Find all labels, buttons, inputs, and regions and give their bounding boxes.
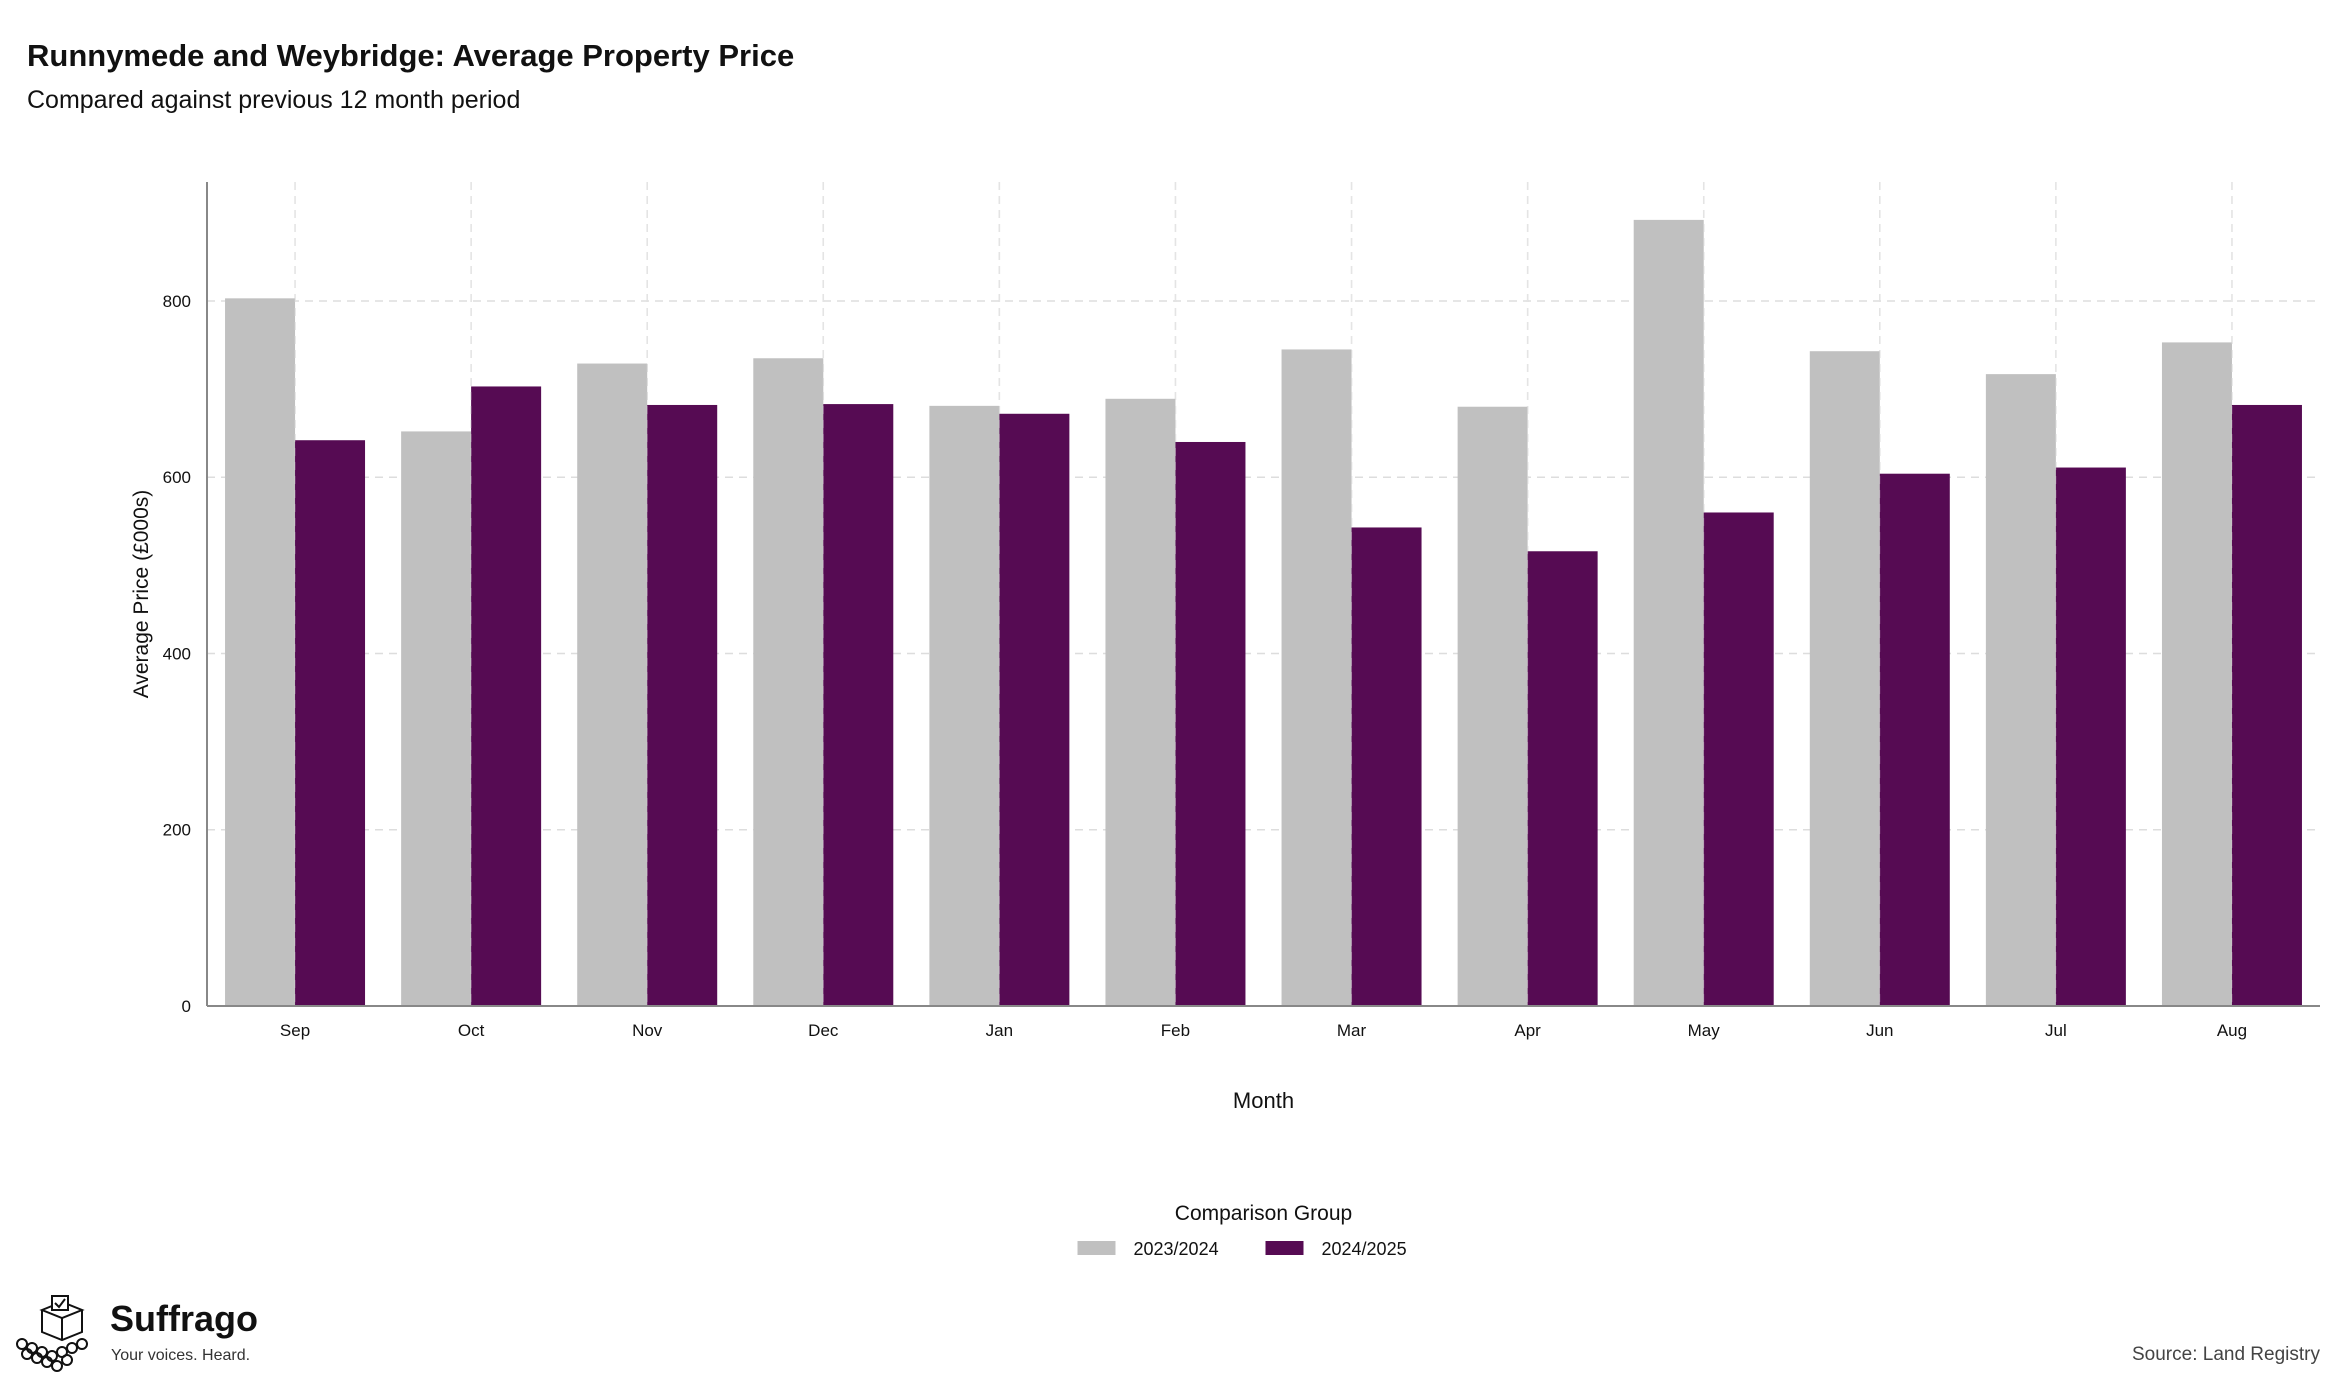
bar-2024-2025-nov — [647, 404, 718, 1006]
bar-2024-2025-jul — [2055, 467, 2126, 1006]
x-tick-label: Apr — [1514, 1021, 1541, 1040]
source-note: Source: Land Registry — [2132, 1344, 2320, 1365]
bar-2024-2025-dec — [823, 404, 894, 1006]
bar-chart: 0 200 400 600 800 Sep Oct Nov Dec Jan Feb Mar Apr May… — [130, 182, 2320, 1259]
bar-2023-2024-apr — [1457, 406, 1528, 1006]
y-tick-label: 0 — [182, 997, 191, 1016]
bar-2024-2025-jan — [999, 413, 1070, 1006]
x-tick-label: Jul — [2045, 1021, 2067, 1040]
bar-2024-2025-sep — [295, 440, 366, 1006]
bar-2023-2024-sep — [225, 298, 296, 1006]
bar-2023-2024-jan — [929, 405, 1000, 1007]
y-tick-label: 200 — [163, 821, 191, 840]
x-tick-label: Jun — [1866, 1021, 1893, 1040]
legend-title: Comparison Group — [1175, 1202, 1352, 1225]
chart-subtitle: Compared against previous 12 month perio… — [27, 86, 521, 114]
x-tick-label: Feb — [1161, 1021, 1190, 1040]
bar-2023-2024-jun — [1809, 351, 1880, 1006]
bar-2024-2025-jun — [1879, 473, 1950, 1006]
x-tick-label: Nov — [632, 1021, 663, 1040]
brand-name: Suffrago — [110, 1298, 258, 1339]
bar-2023-2024-feb — [1105, 398, 1176, 1006]
x-tick-label: Oct — [458, 1021, 485, 1040]
legend-swatch — [1077, 1241, 1116, 1255]
x-tick-label: May — [1688, 1021, 1721, 1040]
x-tick-label: Jan — [986, 1021, 1013, 1040]
bar-2023-2024-mar — [1281, 349, 1352, 1006]
y-axis-title: Average Price (£000s) — [130, 490, 153, 699]
legend-swatch — [1265, 1241, 1304, 1255]
x-tick-label: Dec — [808, 1021, 839, 1040]
bar-2024-2025-apr — [1527, 551, 1598, 1006]
x-tick-label: Sep — [280, 1021, 310, 1040]
bar-2023-2024-nov — [577, 363, 648, 1006]
bar-2024-2025-aug — [2231, 404, 2302, 1006]
bar-2024-2025-feb — [1175, 441, 1246, 1006]
x-tick-label: Aug — [2217, 1021, 2247, 1040]
y-tick-label: 600 — [163, 468, 191, 487]
legend-label: 2024/2025 — [1322, 1239, 1407, 1259]
bar-2023-2024-may — [1633, 219, 1704, 1006]
bar-2023-2024-aug — [2161, 342, 2232, 1007]
bar-2024-2025-may — [1703, 512, 1774, 1006]
bar-2023-2024-oct — [401, 431, 472, 1006]
chart-title: Runnymede and Weybridge: Average Propert… — [27, 38, 795, 73]
bar-2024-2025-oct — [471, 386, 542, 1006]
bar-2023-2024-jul — [1985, 374, 2056, 1007]
x-axis-title: Month — [1233, 1088, 1294, 1113]
bar-2024-2025-mar — [1351, 527, 1422, 1006]
x-tick-label: Mar — [1337, 1021, 1367, 1040]
bar-2023-2024-dec — [753, 358, 824, 1006]
y-tick-label: 800 — [163, 292, 191, 311]
legend-label: 2023/2024 — [1134, 1239, 1219, 1259]
ballot-box-logo-icon — [16, 1295, 88, 1372]
y-tick-label: 400 — [163, 644, 191, 663]
brand-tagline: Your voices. Heard. — [111, 1347, 251, 1364]
